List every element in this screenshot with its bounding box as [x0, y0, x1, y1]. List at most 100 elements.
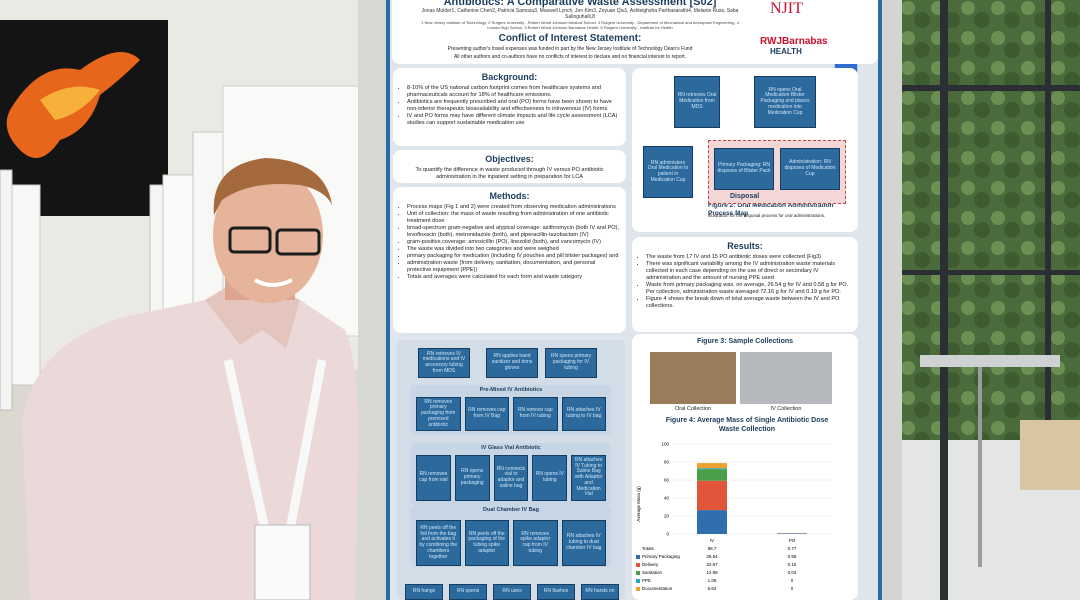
bullet: Waste from primary packaging was, on ave… — [646, 282, 852, 296]
table-row-label: PPE — [642, 578, 651, 583]
photo-label: IV Collection — [770, 406, 802, 412]
title-banner — [392, 0, 878, 64]
table-cell: 1.06 — [708, 578, 717, 583]
process-step: RN opens — [449, 584, 487, 600]
scene-shape — [40, 86, 100, 120]
x-tick-label: IV — [710, 538, 714, 543]
bullet: IV and PO forms may have different clima… — [407, 113, 620, 127]
scene-shape — [253, 278, 293, 287]
table-cell: 26.54 — [706, 554, 718, 559]
scene-shape — [254, 524, 311, 600]
methods-panel: Methods: Process maps (Fig 1 and 2) were… — [393, 187, 626, 333]
process-step: RN connects vial to adaptor and saline b… — [493, 455, 529, 501]
table-cell: 0.03 — [788, 570, 797, 575]
process-step: RN administers Oral Medication to patien… — [643, 146, 693, 198]
bullet: gram-positive coverage: amoxicillin (PO)… — [407, 239, 620, 246]
scene-shape — [895, 270, 1080, 275]
process-step: RN removes cap from IV Bag — [464, 397, 509, 431]
process-step: RN attaches IV tubing to dual chamber IV… — [561, 520, 606, 566]
scene-shape — [11, 184, 41, 386]
scene-shape — [940, 0, 948, 600]
process-step: RN applies hand sanitizer and dons glove… — [486, 348, 538, 378]
group-label: IV Glass Vial Antibiotic — [481, 445, 541, 451]
bar-segment — [697, 463, 727, 469]
logo-njit: NJIT — [770, 0, 803, 17]
process-step: RN hands on — [581, 584, 619, 600]
process-step: RN retrieves IV medications and IV acces… — [418, 348, 470, 378]
y-tick-label: 60 — [664, 478, 670, 483]
table-cell: 0 — [791, 586, 794, 591]
table-row-label: Primary Packaging — [642, 554, 680, 559]
caption: Figure 4: Average Mass of Single Antibio… — [665, 417, 829, 433]
note: Illustration for the disposal process fo… — [708, 213, 826, 218]
bullet: Unit of collection: the mass of waste re… — [407, 211, 620, 225]
table-row-label: Documentation — [642, 586, 673, 591]
bullet: Antibiotics are frequently prescribed an… — [407, 99, 620, 113]
process-step: RN removes cap from vial — [416, 455, 451, 501]
scene-shape — [880, 0, 902, 600]
y-tick-label: 20 — [664, 514, 670, 519]
scene-shape — [0, 169, 13, 411]
scene-shape — [213, 158, 332, 215]
logo-health: HEALTH — [770, 47, 802, 56]
photo — [740, 352, 832, 404]
disposal-label: Disposal — [730, 193, 760, 200]
bar-segment — [697, 510, 727, 534]
bullet-list: Process maps (Fig 1 and 2) were created … — [399, 204, 620, 281]
legend-swatch — [636, 579, 640, 583]
scene-shape — [162, 174, 194, 326]
scene-shape — [1045, 0, 1051, 440]
table-row-label: Delivery — [642, 562, 659, 567]
bullet-list: The waste from 17 IV and 15 PO antibioti… — [638, 254, 852, 310]
process-step: RN peels off the foil from the bag and a… — [416, 520, 461, 566]
bullet: primary packaging for medication (includ… — [407, 253, 620, 260]
legend-swatch — [636, 555, 640, 559]
process-step: RN attaches IV Tubing to Saline Bag with… — [571, 455, 606, 501]
table-cell: 98.7 — [708, 546, 717, 551]
scene-shape — [149, 184, 165, 331]
bar-segment — [697, 480, 727, 511]
table-cell: 0 — [791, 578, 794, 583]
conflict-line: All other authors and co-authors have no… — [453, 54, 687, 60]
table-cell: 12.88 — [706, 570, 718, 575]
scene-shape — [895, 85, 1080, 91]
caption: Figure 2: Oral Medication Administration… — [708, 202, 834, 218]
scene-shape — [1020, 420, 1080, 490]
process-step: RN opens primary packaging — [454, 455, 490, 501]
process-step: RN opens primary packaging for IV tubing — [545, 348, 597, 378]
photo — [650, 352, 736, 404]
process-step: RN removes spike adaptor cap from IV tub… — [513, 520, 558, 566]
scene-shape — [358, 0, 388, 600]
conflict-heading: Conflict of Interest Statement: — [498, 33, 642, 44]
process-step: RN flushes — [537, 584, 575, 600]
bullet: Process maps (Fig 1 and 2) were created … — [407, 204, 620, 211]
scene-shape — [275, 228, 321, 256]
scene-shape — [205, 288, 300, 348]
caption: Figure 3: Sample Collections — [696, 338, 794, 345]
scene-shape — [228, 226, 272, 254]
photo-label: Oral Collection — [674, 406, 712, 412]
bullet: Totals and averages were calculated for … — [407, 274, 620, 281]
conflict-line: Presenting author's travel expenses was … — [447, 46, 693, 52]
table-cell: 5.64 — [708, 586, 717, 591]
logo-rwj: RWJBarnabas — [760, 36, 828, 47]
process-step: RN removes primary packaging from premix… — [416, 397, 461, 431]
process-step: Primary Packaging: RN disposes of Bliste… — [714, 148, 774, 190]
bullet: 8-10% of the US national carbon footprin… — [407, 85, 620, 99]
legend-swatch — [636, 571, 640, 575]
bullet: administration waste (from delivery, san… — [407, 260, 620, 274]
results-panel: Results: The waste from 17 IV and 15 PO … — [632, 237, 858, 332]
authors: Jonas Mulder1, Catherine Chen2, Patricia… — [421, 8, 739, 20]
bullet: There was significant variability among … — [646, 261, 852, 282]
table-row-label: Sanitation — [642, 570, 663, 575]
process-step: RN opens IV tubing — [532, 455, 568, 501]
bullet: broad-spectrum gram-negative and atypica… — [407, 225, 620, 239]
y-tick-label: 80 — [664, 460, 670, 465]
process-step: RN opens Oral Medication Blister Packagi… — [754, 76, 816, 128]
process-step: RN uses — [493, 584, 531, 600]
poster-title: Antibiotics: A Comparative Waste Assessm… — [443, 0, 717, 8]
legend-swatch — [636, 563, 640, 567]
y-tick-label: 0 — [666, 532, 669, 537]
table-row-label: Totals — [642, 546, 655, 551]
